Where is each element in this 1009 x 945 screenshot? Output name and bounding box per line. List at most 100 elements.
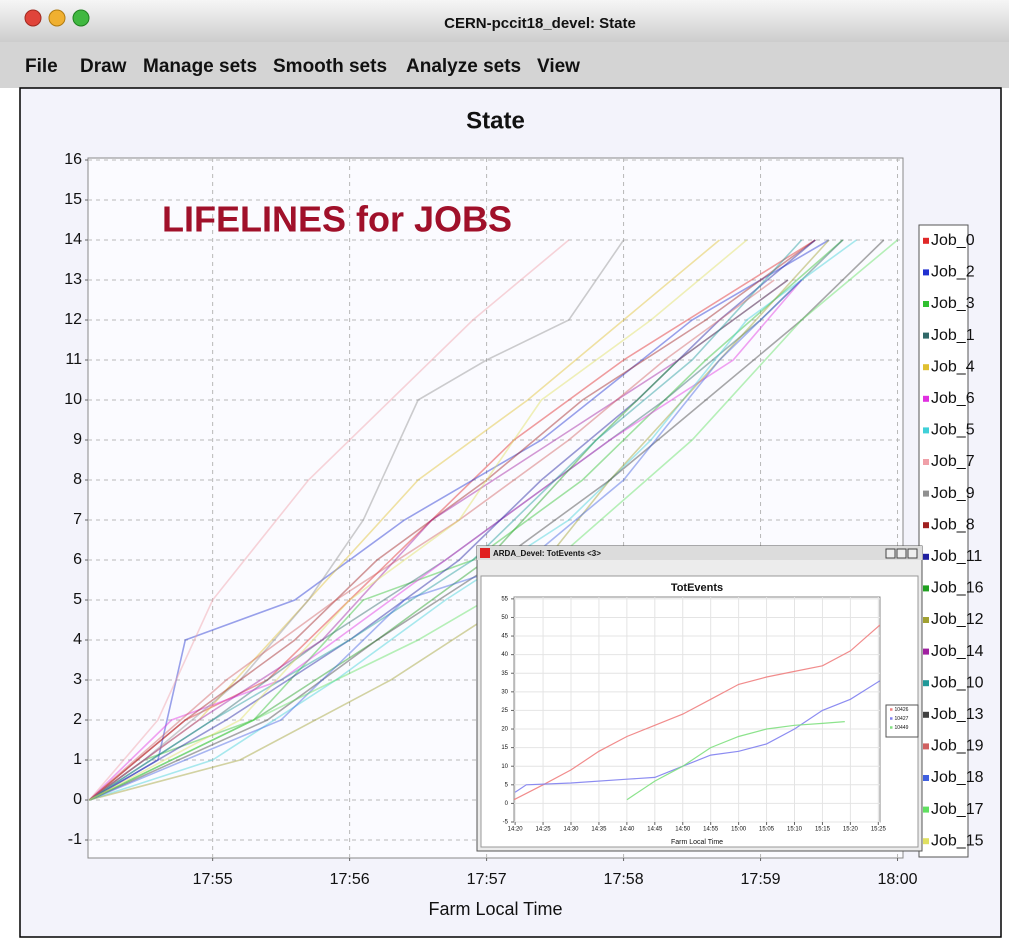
y-tick-label: 55 [501, 596, 508, 602]
series-line [88, 239, 830, 801]
series-group [514, 624, 880, 801]
legend-label: Job_11 [931, 548, 982, 565]
legend-label: Job_12 [931, 611, 984, 628]
menu-item[interactable]: View [537, 56, 580, 77]
series-line [88, 279, 775, 801]
inset-minimize[interactable] [885, 548, 896, 559]
legend-marker [890, 708, 893, 711]
menu-item[interactable]: File [25, 56, 58, 77]
menu-item[interactable]: Analyze sets [406, 56, 521, 77]
y-tick-label: 45 [501, 634, 508, 640]
annotation: LIFELINES for JOBS [162, 199, 512, 240]
y-tick-label: 25 [501, 708, 508, 714]
legend-label: Job_18 [931, 769, 984, 786]
y-tick-label: 50 [501, 615, 508, 621]
x-tick-label: 17:56 [330, 871, 370, 888]
menu-item[interactable]: Smooth sets [273, 56, 387, 77]
y-tick-label: 10 [501, 764, 508, 770]
y-tick-label: 0 [505, 801, 509, 807]
series-line [89, 239, 885, 801]
legend-label: 10426 [895, 707, 909, 713]
series-line [88, 239, 844, 801]
y-tick-label: 16 [64, 151, 82, 168]
legend-marker [923, 680, 929, 687]
legend-box [918, 224, 969, 858]
chart-title: TotEvents [671, 582, 723, 594]
y-tick-label: 20 [501, 727, 508, 733]
close-button[interactable] [24, 9, 42, 27]
legend-marker [923, 648, 929, 655]
y-tick-label: 3 [73, 671, 82, 688]
legend-marker [923, 459, 929, 465]
series-line [88, 239, 816, 801]
y-tick-label: 1 [73, 751, 82, 768]
legend-label: Job_7 [931, 453, 975, 470]
legend-label: Job_5 [931, 422, 975, 439]
y-tick-label: 14 [64, 231, 82, 248]
x-tick-label: 15:10 [787, 827, 803, 833]
x-tick-label: 18:00 [877, 871, 917, 888]
legend-label: Job_15 [931, 832, 984, 849]
x-tick-label: 14:55 [703, 827, 719, 833]
x-tick-label: 17:58 [604, 871, 644, 888]
series-line [88, 239, 844, 801]
x-tick-label: 15:25 [871, 827, 887, 833]
legend-marker [923, 490, 929, 497]
legend-label: Job_1 [931, 327, 975, 344]
y-tick-label: 2 [73, 711, 82, 728]
y-tick-label: 15 [64, 191, 82, 208]
legend-marker [923, 617, 929, 623]
series-line [88, 279, 789, 801]
y-tick-label: 8 [73, 471, 82, 488]
legend-marker [923, 775, 929, 781]
legend-marker [923, 237, 929, 244]
series-line [89, 239, 748, 801]
menu-item[interactable]: Draw [80, 56, 127, 77]
menu-item[interactable]: Manage sets [143, 56, 257, 77]
legend-label: Job_14 [931, 643, 984, 660]
series-line [514, 680, 880, 793]
legend-marker [890, 726, 893, 729]
legend-marker [923, 711, 929, 718]
y-tick-label: 10 [64, 391, 82, 408]
x-axis-label: Farm Local Time [671, 839, 723, 846]
y-tick-label: 6 [73, 551, 82, 568]
legend-marker [923, 806, 929, 813]
inset-maximize[interactable] [896, 548, 907, 559]
x-tick-label: 14:45 [647, 827, 663, 833]
zoom-button[interactable] [72, 9, 90, 27]
legend-marker [923, 395, 929, 402]
x-tick-label: 17:55 [193, 871, 233, 888]
legend-label: Job_17 [931, 801, 984, 818]
inset-icon [480, 548, 490, 558]
x-tick-label: 14:30 [563, 827, 579, 833]
y-tick-label: 40 [501, 652, 508, 658]
series-line [88, 239, 816, 801]
series-line [514, 624, 880, 801]
y-tick-label: -5 [503, 820, 509, 826]
y-tick-label: 35 [501, 671, 508, 677]
y-tick-label: 15 [501, 745, 508, 751]
minimize-button[interactable] [48, 9, 66, 27]
inset-close[interactable] [907, 548, 918, 559]
legend-label: 10449 [895, 725, 909, 731]
legend-marker [890, 717, 893, 720]
window-title: CERN-pccit18_devel: State [444, 15, 636, 32]
legend-marker [923, 301, 929, 307]
x-tick-label: 15:20 [843, 827, 859, 833]
legend-label: Job_2 [931, 264, 975, 281]
inset-window-title: ARDA_Devel: TotEvents <3> [493, 549, 601, 558]
legend-marker [923, 838, 929, 845]
menu-bar [0, 42, 1009, 88]
x-tick-label: 17:59 [741, 871, 781, 888]
x-tick-label: 14:50 [675, 827, 691, 833]
y-tick-label: 0 [73, 791, 82, 808]
series-line [88, 239, 625, 801]
y-tick-label: 13 [64, 271, 82, 288]
legend-marker [923, 743, 929, 750]
y-tick-label: 11 [65, 351, 82, 368]
legend-marker [923, 585, 929, 592]
x-tick-label: 15:00 [731, 827, 747, 833]
legend-label: Job_10 [931, 674, 984, 691]
